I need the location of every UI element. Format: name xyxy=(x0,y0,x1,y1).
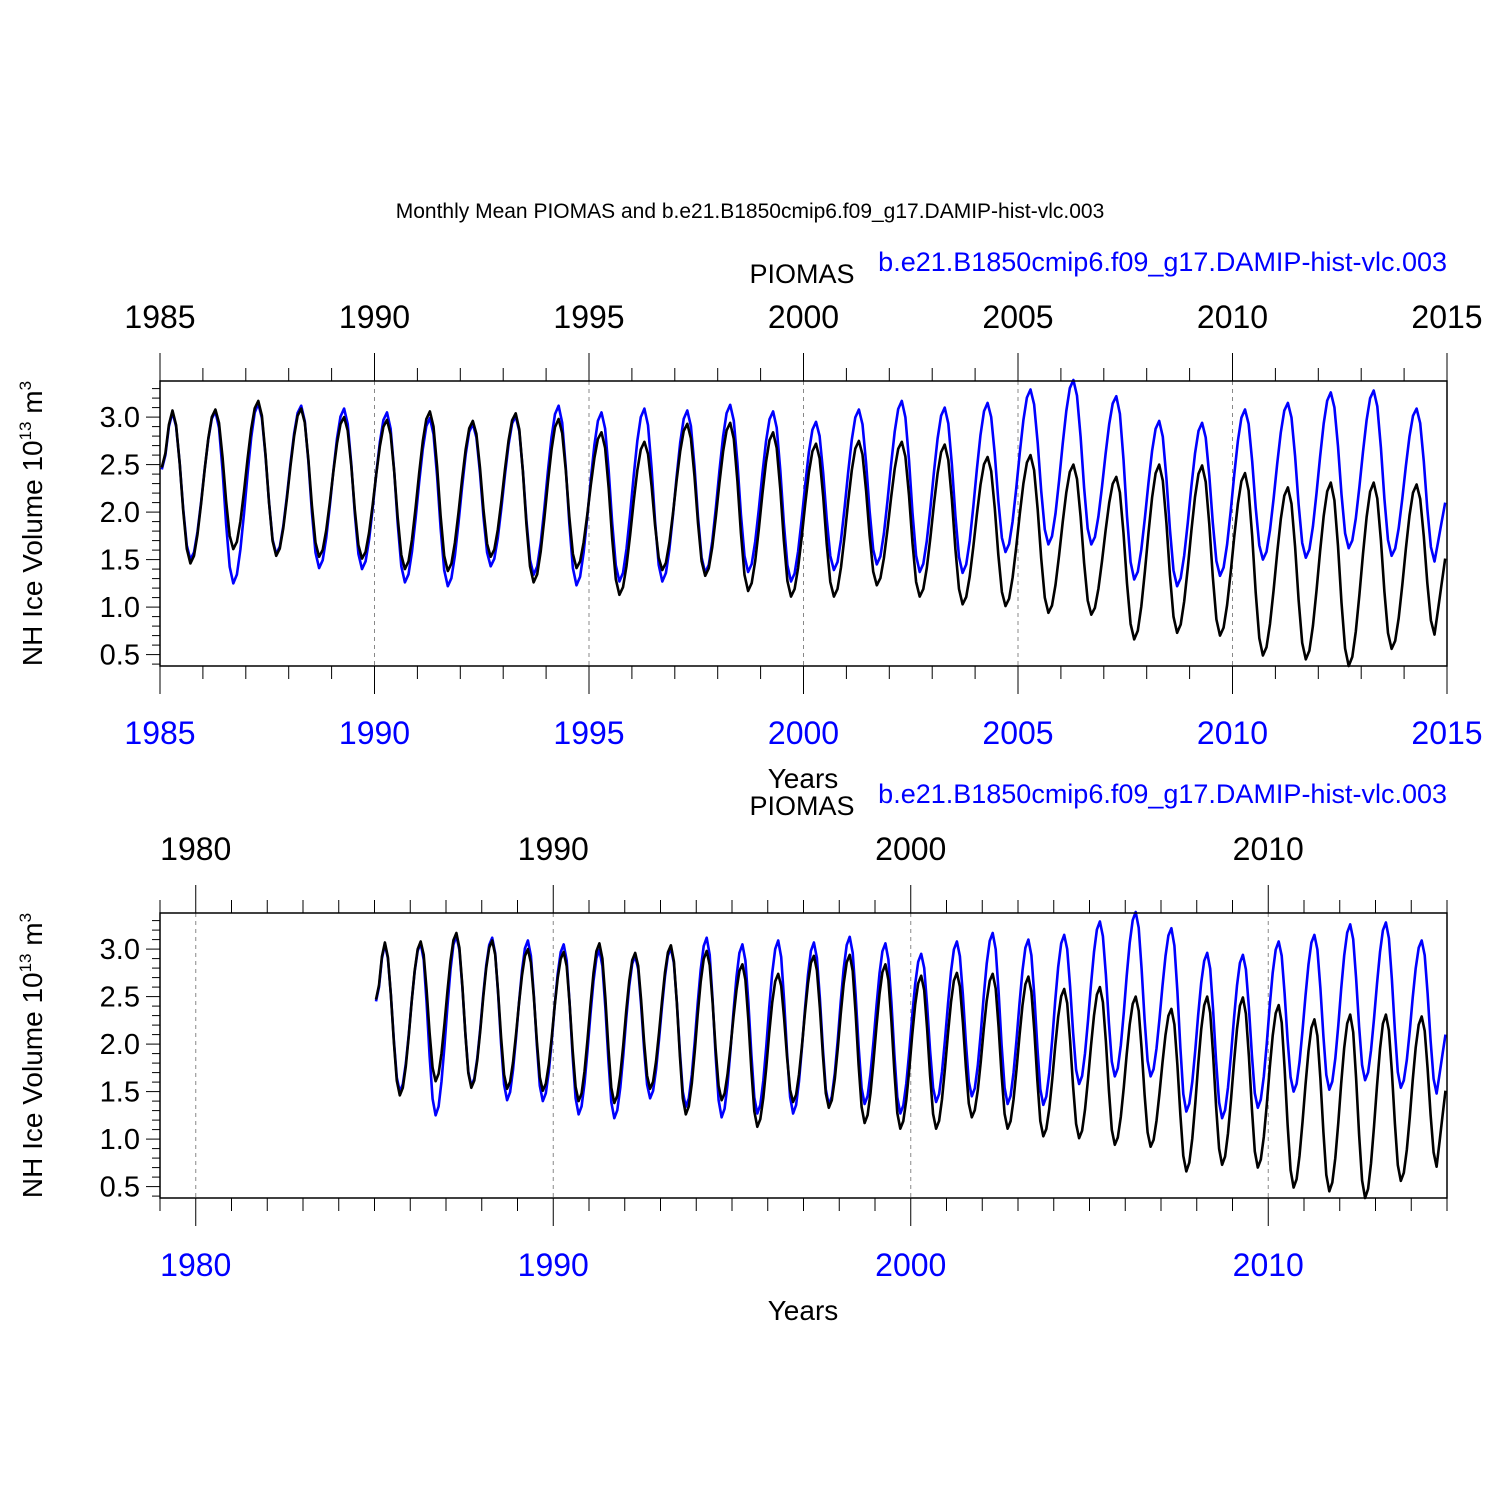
x-tick-label-top: 2000 xyxy=(768,299,839,335)
y-tick-label: 0.5 xyxy=(100,1172,140,1204)
x-tick-label-bottom: 2005 xyxy=(982,715,1053,751)
x-tick-label-top: 2005 xyxy=(982,299,1053,335)
piomas-series-line xyxy=(160,399,1447,668)
x-tick-label-bottom: 2000 xyxy=(875,1247,946,1283)
panel-top: 0.5 1.0 1.5 2.0 2.5 3.0 1985 1985 1990 1990 1995 19… xyxy=(16,247,1483,794)
x-axis-label: Years xyxy=(768,1295,839,1326)
y-axis-label: NH Ice Volume 1013 m3 xyxy=(16,381,48,666)
y-tick-label: 2.5 xyxy=(100,982,140,1014)
x-tick-label-top: 1990 xyxy=(339,299,410,335)
legend-piomas: PIOMAS xyxy=(749,259,854,289)
y-tick-label: 1.5 xyxy=(100,1077,140,1109)
x-tick-label-top: 2015 xyxy=(1411,299,1482,335)
x-tick-label-top: 2010 xyxy=(1233,831,1304,867)
x-tick-label-top: 1990 xyxy=(518,831,589,867)
x-axis-label: Years xyxy=(768,763,839,794)
panel-bottom: 0.5 1.0 1.5 2.0 2.5 3.0 1980 1980 1990 1990 2000 20… xyxy=(16,779,1448,1326)
y-tick-label: 0.5 xyxy=(100,640,140,672)
y-axis-label: NH Ice Volume 1013 m3 xyxy=(16,913,48,1198)
x-tick-label-top: 2000 xyxy=(875,831,946,867)
x-tick-label-top: 2010 xyxy=(1197,299,1268,335)
y-tick-label: 1.0 xyxy=(100,1124,140,1156)
x-tick-label-bottom: 1990 xyxy=(339,715,410,751)
x-tick-label-bottom: 1985 xyxy=(124,715,195,751)
y-tick-label: 2.0 xyxy=(100,497,140,529)
legend-piomas: PIOMAS xyxy=(749,791,854,821)
x-tick-label-bottom: 2010 xyxy=(1233,1247,1304,1283)
legend-model: b.e21.B1850cmip6.f09_g17.DAMIP-hist-vlc.… xyxy=(878,247,1447,277)
x-tick-label-top: 1980 xyxy=(160,831,231,867)
y-tick-label: 3.0 xyxy=(100,934,140,966)
x-tick-label-bottom: 1990 xyxy=(518,1247,589,1283)
y-tick-label: 1.5 xyxy=(100,545,140,577)
figure-title: Monthly Mean PIOMAS and b.e21.B1850cmip6… xyxy=(396,200,1105,223)
x-tick-label-bottom: 1980 xyxy=(160,1247,231,1283)
x-tick-label-top: 1985 xyxy=(124,299,195,335)
x-tick-label-bottom: 2015 xyxy=(1411,715,1482,751)
y-tick-label: 2.0 xyxy=(100,1029,140,1061)
y-tick-label: 2.5 xyxy=(100,450,140,482)
x-tick-label-top: 1995 xyxy=(553,299,624,335)
legend-model: b.e21.B1850cmip6.f09_g17.DAMIP-hist-vlc.… xyxy=(878,779,1447,809)
y-tick-label: 3.0 xyxy=(100,402,140,434)
piomas-series-line xyxy=(374,931,1447,1200)
plot-frame xyxy=(159,912,1448,1199)
x-tick-label-bottom: 1995 xyxy=(553,715,624,751)
plot-frame xyxy=(159,380,1448,667)
x-tick-label-bottom: 2010 xyxy=(1197,715,1268,751)
y-tick-label: 1.0 xyxy=(100,592,140,624)
x-tick-label-bottom: 2000 xyxy=(768,715,839,751)
